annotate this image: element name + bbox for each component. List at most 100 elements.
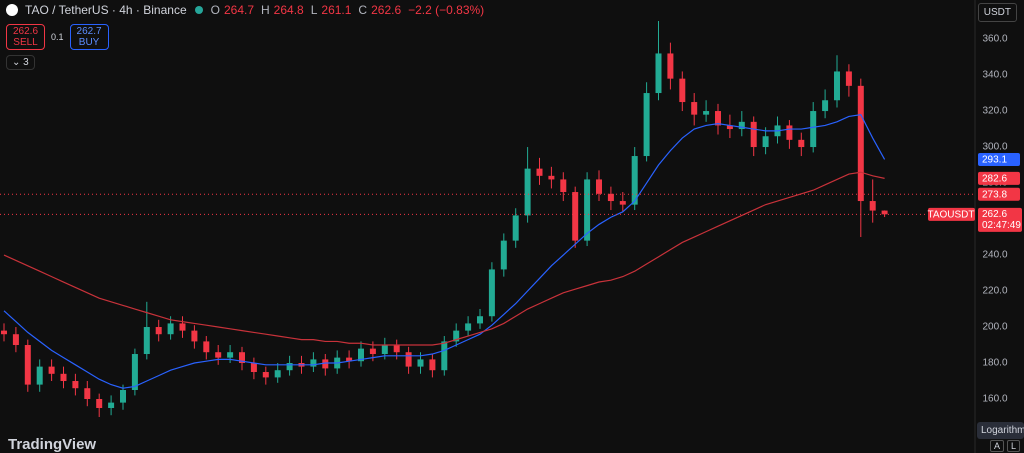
last-price-box bbox=[978, 207, 1022, 232]
candle-body bbox=[762, 136, 769, 148]
candle-body bbox=[834, 71, 840, 101]
price-label: 273.8 bbox=[982, 189, 1007, 200]
candle-body bbox=[215, 352, 222, 358]
candle-body bbox=[203, 341, 210, 353]
buy-button[interactable]: 262.7 BUY bbox=[69, 24, 109, 50]
candle-body bbox=[679, 78, 686, 103]
y-tick-label: 220.0 bbox=[982, 286, 1007, 297]
trade-panel: 262.6 SELL 0.1 262.7 BUY bbox=[6, 24, 109, 50]
candle-body bbox=[167, 323, 174, 335]
symbol-header: TAO / TetherUS · 4h · Binance O 264.7 H 26… bbox=[6, 3, 487, 17]
y-tick-label: 360.0 bbox=[982, 34, 1007, 45]
y-tick-label: 300.0 bbox=[982, 142, 1007, 153]
buy-price: 262.7 bbox=[76, 26, 102, 37]
candle-body bbox=[619, 201, 626, 205]
sell-button[interactable]: 262.6 SELL bbox=[6, 24, 46, 50]
candle-body bbox=[584, 179, 591, 241]
candle-body bbox=[72, 381, 79, 389]
candle-body bbox=[560, 179, 567, 193]
candle-body bbox=[48, 366, 55, 374]
ohlc-value: 262.6 bbox=[371, 3, 402, 17]
candle-body bbox=[750, 121, 757, 148]
currency-button[interactable]: USDT bbox=[977, 3, 1017, 22]
y-tick-label: 340.0 bbox=[982, 70, 1007, 81]
sell-price: 262.6 bbox=[13, 26, 39, 37]
candle-body bbox=[845, 71, 852, 86]
candle-body bbox=[500, 240, 507, 270]
status-dot bbox=[194, 6, 203, 14]
y-tick-label: 200.0 bbox=[982, 322, 1007, 333]
last-price-name-box bbox=[928, 207, 975, 221]
candle-body bbox=[869, 201, 876, 211]
candle-body bbox=[512, 215, 519, 241]
y-tick-label: 180.0 bbox=[982, 358, 1007, 369]
symbol[interactable]: TAO / TetherUS · 4h · Binance bbox=[25, 3, 187, 17]
indicators-toggle[interactable]: ⌄ 3 bbox=[6, 55, 35, 70]
brand: TradingView bbox=[8, 436, 97, 453]
candle-body bbox=[369, 348, 376, 355]
candle-body bbox=[667, 53, 674, 79]
candle-body bbox=[358, 348, 364, 362]
candle-body bbox=[120, 390, 126, 403]
candle-body bbox=[12, 334, 19, 346]
change: −2.2 (−0.83%) bbox=[408, 3, 485, 17]
candle-body bbox=[857, 85, 864, 202]
candle-body bbox=[810, 111, 817, 148]
candle-body bbox=[310, 359, 317, 367]
candle-body bbox=[596, 179, 602, 194]
candle-body bbox=[488, 269, 495, 317]
candle-body bbox=[715, 111, 721, 126]
indicators-count: 3 bbox=[23, 57, 29, 68]
ohlc-key: O bbox=[210, 3, 220, 17]
candle-body bbox=[60, 373, 67, 382]
ohlc-key: C bbox=[358, 3, 368, 17]
candle-body bbox=[381, 345, 388, 355]
moving-average bbox=[3, 171, 885, 346]
candle-body bbox=[465, 323, 472, 331]
candle-body bbox=[655, 53, 662, 94]
candle-body bbox=[524, 168, 531, 216]
candle-body bbox=[738, 121, 745, 130]
y-tick-label: 160.0 bbox=[982, 394, 1007, 405]
candle-body bbox=[322, 359, 329, 369]
candle-body bbox=[286, 363, 293, 371]
candle-body bbox=[84, 388, 91, 400]
auto-scale-button[interactable]: A bbox=[990, 440, 1005, 452]
candle-body bbox=[191, 330, 198, 342]
candle-body bbox=[536, 168, 543, 176]
candle-body bbox=[881, 210, 888, 215]
candle-body bbox=[548, 175, 555, 180]
candle-body bbox=[227, 352, 234, 358]
ohlc-value: 264.7 bbox=[223, 3, 254, 17]
moving-average bbox=[3, 113, 886, 389]
spread: 0.1 bbox=[51, 32, 64, 42]
y-tick-label: 240.0 bbox=[982, 250, 1007, 261]
price-label-box bbox=[978, 152, 1020, 166]
candle-body bbox=[703, 111, 710, 115]
candle-body bbox=[262, 372, 269, 378]
candle-body bbox=[24, 345, 31, 385]
candle-body bbox=[250, 363, 257, 373]
price-label: 293.1 bbox=[982, 155, 1007, 166]
log-mode-button[interactable]: L bbox=[1007, 440, 1021, 452]
candle-body bbox=[429, 359, 436, 371]
candle-body bbox=[155, 327, 162, 335]
candle-body bbox=[108, 402, 115, 409]
countdown: 02:47:49 bbox=[982, 220, 1021, 231]
candle-body bbox=[346, 357, 353, 362]
candle-body bbox=[239, 352, 245, 364]
buy-label: BUY bbox=[78, 37, 100, 48]
candle-body bbox=[441, 341, 448, 371]
candle-body bbox=[643, 93, 650, 157]
log-scale-button[interactable]: Logarithmic bbox=[977, 422, 1024, 439]
candle-body bbox=[691, 102, 698, 115]
candle-body bbox=[631, 156, 638, 205]
ohlc-value: 264.8 bbox=[273, 3, 304, 17]
candle-body bbox=[417, 359, 424, 367]
last-price-name: TAOUSDT bbox=[927, 209, 974, 220]
candle-body bbox=[477, 316, 483, 324]
ohlc-key: L bbox=[310, 3, 318, 17]
candle-body bbox=[274, 370, 281, 378]
